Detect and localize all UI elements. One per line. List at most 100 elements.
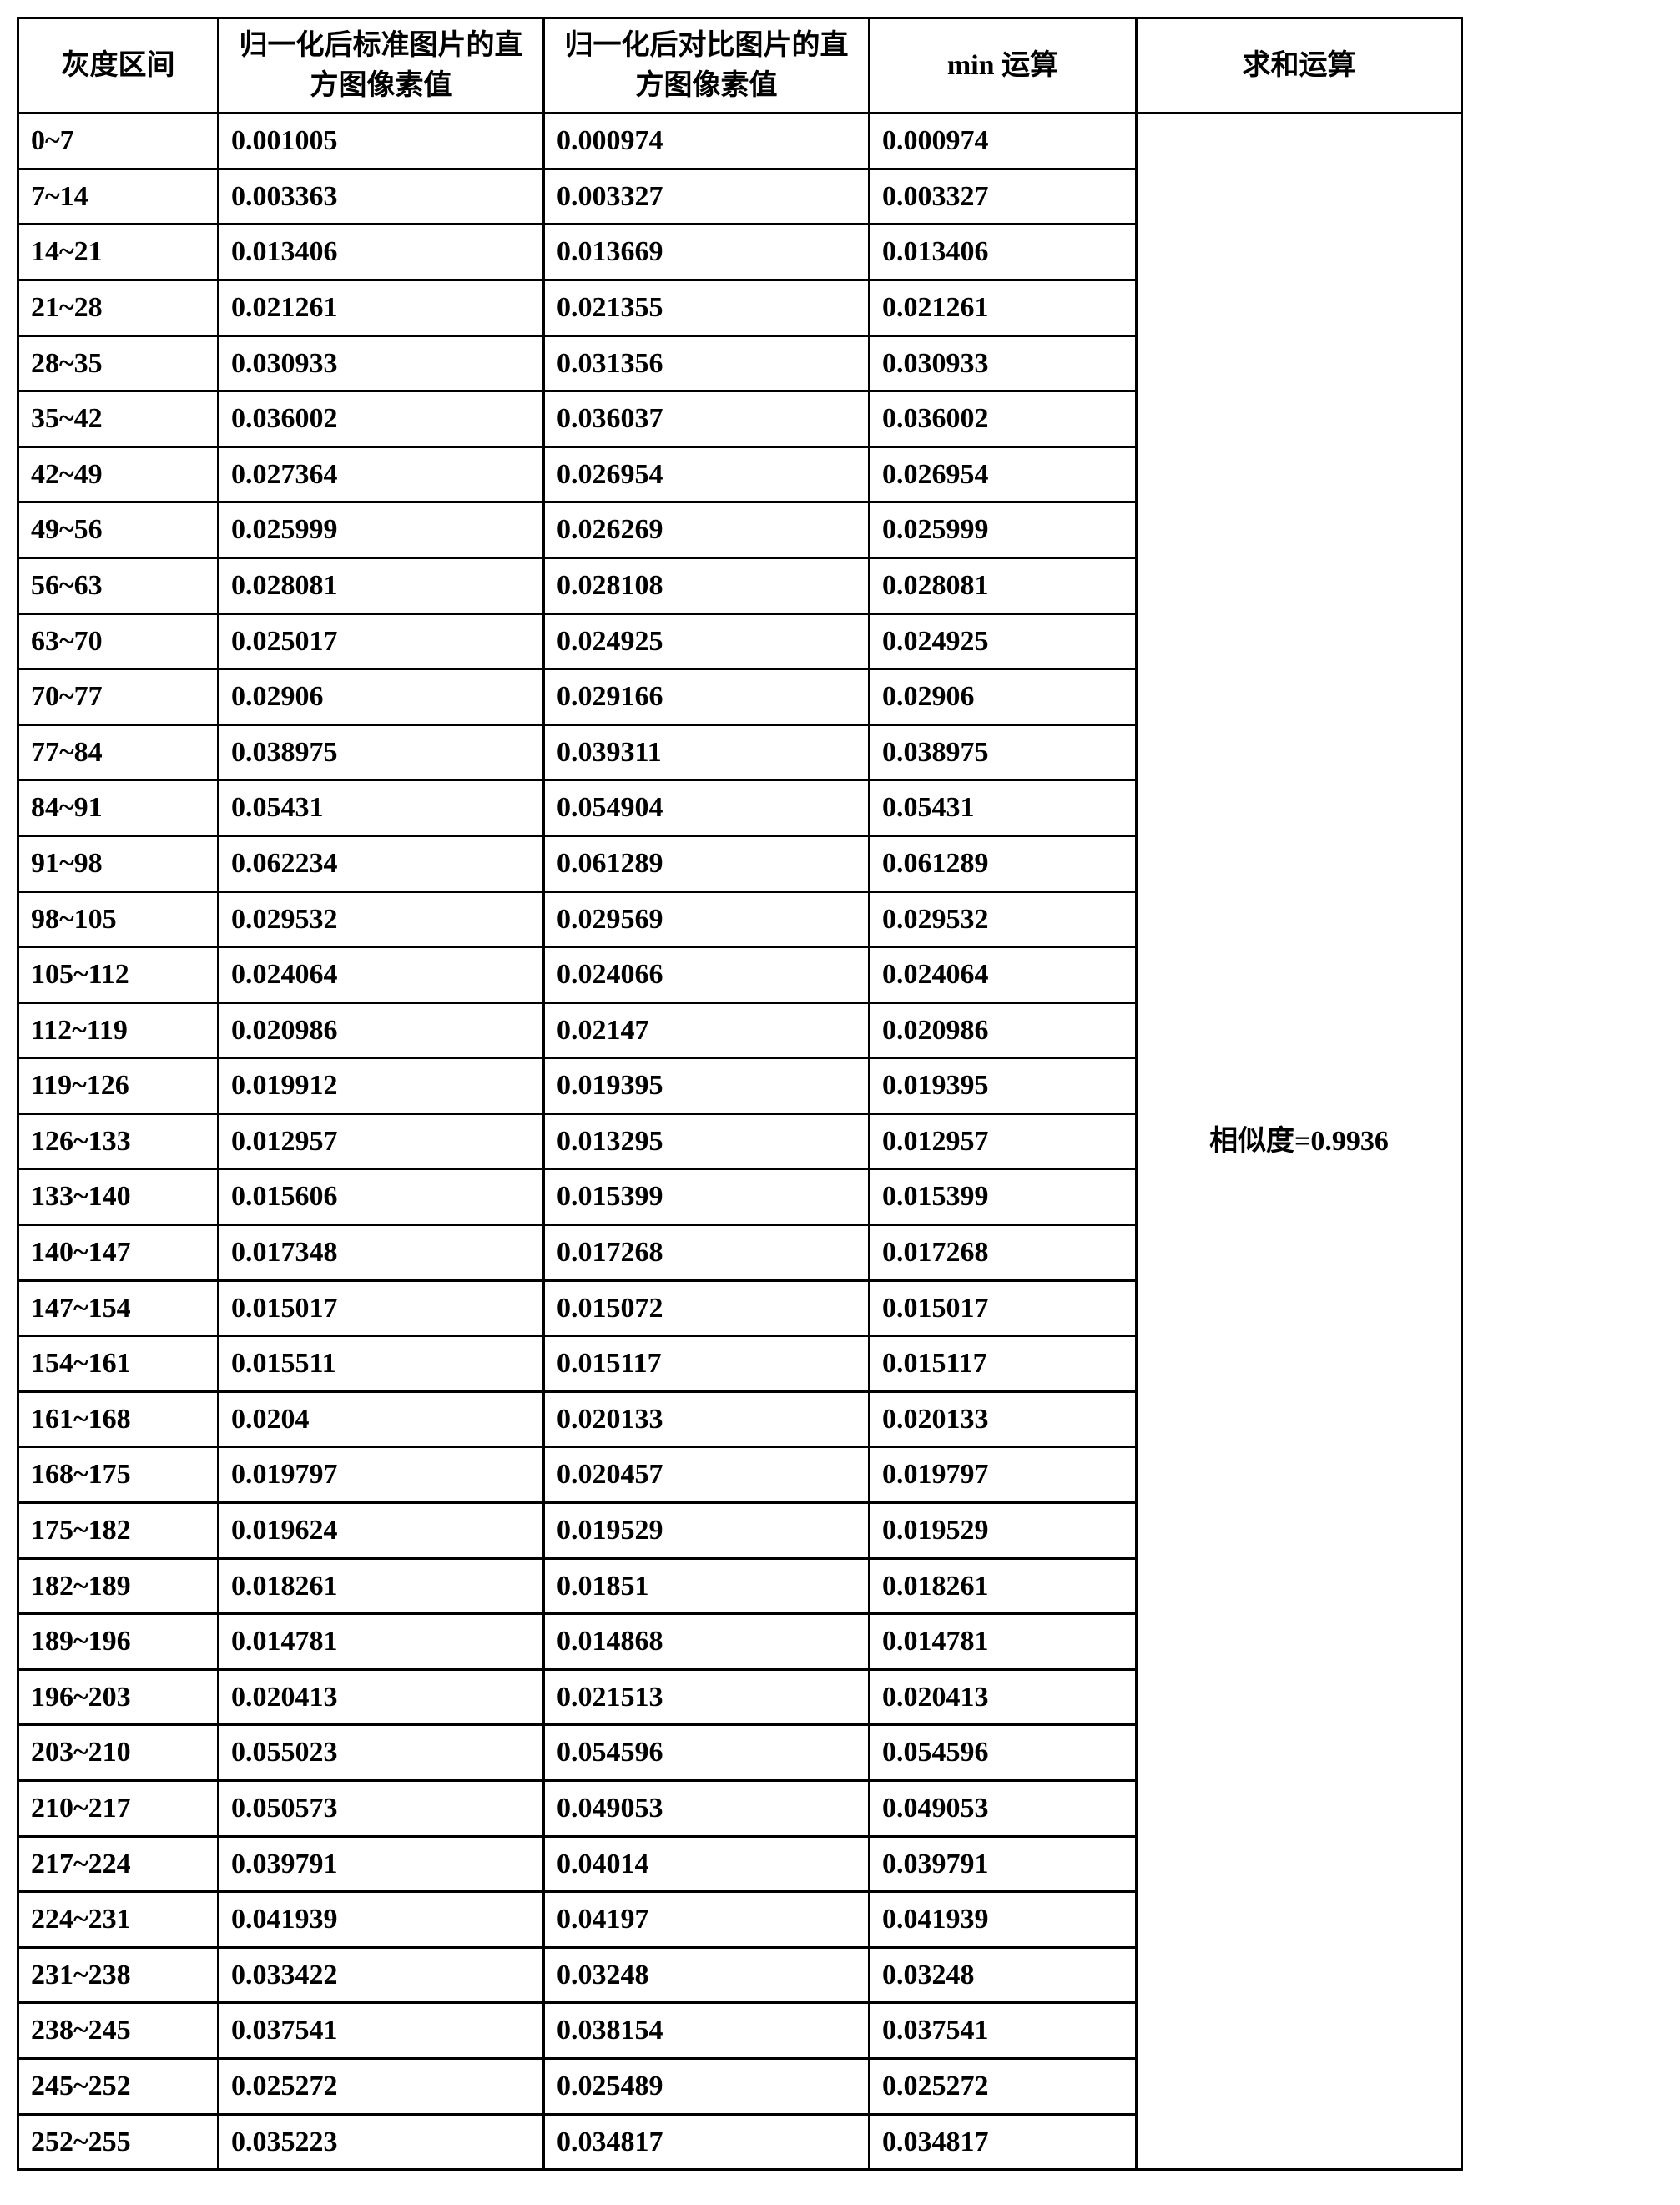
cell-std: 0.041939 xyxy=(219,1892,544,1948)
header-min: min 运算 xyxy=(870,18,1137,114)
cell-range: 0~7 xyxy=(18,114,219,169)
cell-min: 0.019797 xyxy=(870,1447,1137,1503)
cell-std: 0.025272 xyxy=(219,2058,544,2114)
cell-cmp: 0.029569 xyxy=(544,891,870,947)
cell-cmp: 0.015117 xyxy=(544,1336,870,1392)
cell-range: 182~189 xyxy=(18,1558,219,1614)
cell-min: 0.02906 xyxy=(870,669,1137,725)
cell-range: 49~56 xyxy=(18,502,219,558)
cell-range: 231~238 xyxy=(18,1947,219,2003)
cell-range: 126~133 xyxy=(18,1113,219,1169)
cell-std: 0.025999 xyxy=(219,502,544,558)
cell-min: 0.020986 xyxy=(870,1002,1137,1058)
header-cmp: 归一化后对比图片的直方图像素值 xyxy=(544,18,870,114)
cell-range: 252~255 xyxy=(18,2114,219,2170)
cell-min: 0.018261 xyxy=(870,1558,1137,1614)
cell-min: 0.021261 xyxy=(870,280,1137,336)
cell-min: 0.019395 xyxy=(870,1058,1137,1114)
cell-min: 0.054596 xyxy=(870,1725,1137,1781)
cell-min: 0.000974 xyxy=(870,114,1137,169)
cell-std: 0.036002 xyxy=(219,391,544,447)
cell-cmp: 0.036037 xyxy=(544,391,870,447)
cell-range: 210~217 xyxy=(18,1781,219,1837)
cell-cmp: 0.014868 xyxy=(544,1614,870,1670)
cell-cmp: 0.034817 xyxy=(544,2114,870,2170)
cell-range: 175~182 xyxy=(18,1503,219,1559)
cell-std: 0.0204 xyxy=(219,1391,544,1447)
cell-min: 0.061289 xyxy=(870,835,1137,891)
cell-range: 42~49 xyxy=(18,447,219,502)
cell-range: 119~126 xyxy=(18,1058,219,1114)
cell-std: 0.037541 xyxy=(219,2003,544,2059)
cell-min: 0.029532 xyxy=(870,891,1137,947)
cell-cmp: 0.013295 xyxy=(544,1113,870,1169)
cell-cmp: 0.015399 xyxy=(544,1169,870,1225)
cell-range: 14~21 xyxy=(18,225,219,280)
cell-range: 147~154 xyxy=(18,1280,219,1336)
cell-range: 168~175 xyxy=(18,1447,219,1503)
cell-std: 0.020413 xyxy=(219,1669,544,1725)
table-header-row: 灰度区间 归一化后标准图片的直方图像素值 归一化后对比图片的直方图像素值 min… xyxy=(18,18,1462,114)
cell-cmp: 0.020457 xyxy=(544,1447,870,1503)
cell-range: 154~161 xyxy=(18,1336,219,1392)
cell-range: 98~105 xyxy=(18,891,219,947)
cell-cmp: 0.021355 xyxy=(544,280,870,336)
cell-cmp: 0.038154 xyxy=(544,2003,870,2059)
cell-std: 0.020986 xyxy=(219,1002,544,1058)
cell-range: 105~112 xyxy=(18,947,219,1003)
cell-std: 0.001005 xyxy=(219,114,544,169)
cell-range: 77~84 xyxy=(18,724,219,780)
cell-std: 0.029532 xyxy=(219,891,544,947)
cell-std: 0.038975 xyxy=(219,724,544,780)
cell-min: 0.003327 xyxy=(870,169,1137,225)
header-std: 归一化后标准图片的直方图像素值 xyxy=(219,18,544,114)
table-row: 0~70.0010050.0009740.000974相似度=0.9936 xyxy=(18,114,1462,169)
cell-range: 196~203 xyxy=(18,1669,219,1725)
cell-min: 0.034817 xyxy=(870,2114,1137,2170)
cell-cmp: 0.049053 xyxy=(544,1781,870,1837)
cell-cmp: 0.020133 xyxy=(544,1391,870,1447)
cell-std: 0.015017 xyxy=(219,1280,544,1336)
table-body: 0~70.0010050.0009740.000974相似度=0.99367~1… xyxy=(18,114,1462,2170)
cell-min: 0.049053 xyxy=(870,1781,1137,1837)
cell-std: 0.013406 xyxy=(219,225,544,280)
cell-min: 0.028081 xyxy=(870,558,1137,613)
cell-std: 0.02906 xyxy=(219,669,544,725)
table-header: 灰度区间 归一化后标准图片的直方图像素值 归一化后对比图片的直方图像素值 min… xyxy=(18,18,1462,114)
cell-std: 0.021261 xyxy=(219,280,544,336)
cell-min: 0.024064 xyxy=(870,947,1137,1003)
cell-std: 0.012957 xyxy=(219,1113,544,1169)
cell-range: 21~28 xyxy=(18,280,219,336)
cell-cmp: 0.026954 xyxy=(544,447,870,502)
cell-min: 0.024925 xyxy=(870,613,1137,669)
cell-cmp: 0.019529 xyxy=(544,1503,870,1559)
cell-cmp: 0.017268 xyxy=(544,1225,870,1281)
cell-std: 0.050573 xyxy=(219,1781,544,1837)
cell-cmp: 0.02147 xyxy=(544,1002,870,1058)
cell-sum-result: 相似度=0.9936 xyxy=(1137,114,1462,2170)
cell-min: 0.015399 xyxy=(870,1169,1137,1225)
cell-range: 35~42 xyxy=(18,391,219,447)
cell-range: 91~98 xyxy=(18,835,219,891)
cell-std: 0.014781 xyxy=(219,1614,544,1670)
cell-std: 0.024064 xyxy=(219,947,544,1003)
cell-cmp: 0.061289 xyxy=(544,835,870,891)
cell-cmp: 0.031356 xyxy=(544,336,870,391)
cell-cmp: 0.021513 xyxy=(544,1669,870,1725)
cell-std: 0.015606 xyxy=(219,1169,544,1225)
cell-min: 0.036002 xyxy=(870,391,1137,447)
cell-range: 56~63 xyxy=(18,558,219,613)
cell-range: 189~196 xyxy=(18,1614,219,1670)
cell-range: 140~147 xyxy=(18,1225,219,1281)
cell-min: 0.015017 xyxy=(870,1280,1137,1336)
cell-cmp: 0.04014 xyxy=(544,1836,870,1892)
cell-std: 0.062234 xyxy=(219,835,544,891)
cell-cmp: 0.028108 xyxy=(544,558,870,613)
cell-std: 0.003363 xyxy=(219,169,544,225)
cell-std: 0.030933 xyxy=(219,336,544,391)
cell-min: 0.039791 xyxy=(870,1836,1137,1892)
cell-cmp: 0.04197 xyxy=(544,1892,870,1948)
cell-cmp: 0.03248 xyxy=(544,1947,870,2003)
cell-min: 0.05431 xyxy=(870,780,1137,836)
cell-range: 245~252 xyxy=(18,2058,219,2114)
